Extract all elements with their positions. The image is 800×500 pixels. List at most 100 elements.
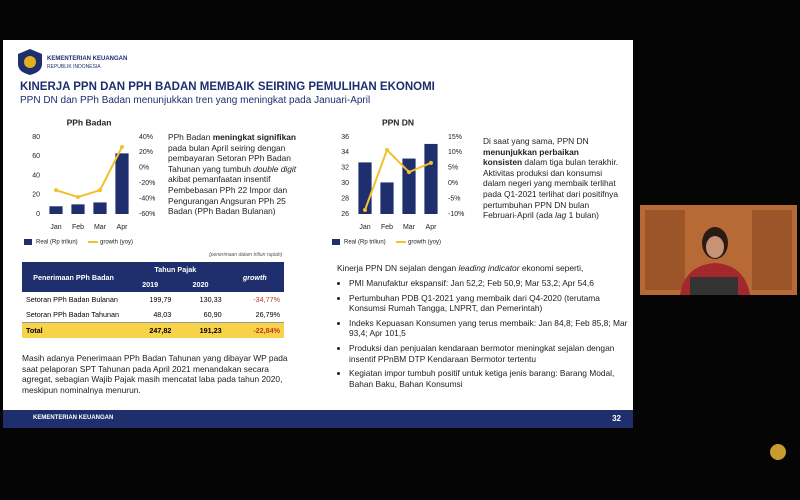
point (98, 188, 102, 193)
footer: KEMENTERIAN KEUANGAN 32 (3, 410, 633, 428)
y2-tick-label: 20% (139, 149, 153, 156)
text: Setoran PPh Badan Tahunan (26, 310, 119, 319)
x-tick-label: Mar (94, 224, 107, 231)
y-tick-label: 30 (341, 180, 349, 187)
y-tick-label: 20 (32, 192, 40, 199)
bar (115, 153, 129, 214)
text: pada bulan April seiring dengan pembayar… (168, 142, 291, 174)
y-tick-label: 40 (32, 172, 40, 179)
legend-swatch (24, 239, 32, 245)
legend-label: Real (Rp triliun) (36, 240, 78, 246)
text: 191,23 (199, 326, 222, 335)
text: leading indicator (458, 263, 520, 273)
text: Indeks Kepuasan Konsumen yang terus memb… (349, 318, 634, 339)
text: 247,82 (149, 326, 172, 335)
y2-tick-label: -20% (139, 180, 155, 187)
bar (71, 204, 85, 214)
point (407, 170, 411, 175)
text: akibat pemanfaatan insentif Pembebasan P… (168, 174, 288, 217)
footer-org: KEMENTERIAN KEUANGAN (33, 415, 114, 421)
text: Setoran PPh Badan Bulanan (26, 295, 118, 304)
text: -34,77% (253, 295, 280, 304)
y2-tick-label: -5% (448, 195, 460, 202)
point (120, 145, 124, 150)
bar (402, 158, 416, 214)
text: Total (26, 326, 43, 335)
point (54, 188, 58, 193)
chart-title: PPh Badan (67, 117, 112, 127)
text: 60,90 (203, 310, 222, 319)
text: meningkat signifikan (212, 132, 297, 142)
intro: Kinerja PPN DN sejalan dengan leading in… (337, 263, 627, 274)
paragraph: Masih adanya Penerimaan PPh Badan Tahuna… (22, 353, 288, 395)
bar (49, 206, 63, 214)
text: Kinerja PPN DN sejalan dengan (337, 263, 459, 273)
text: lag (555, 210, 567, 221)
bar (424, 143, 438, 214)
x-tick-label: Jan (359, 224, 370, 231)
text: 130,33 (199, 295, 222, 304)
point (429, 160, 433, 165)
chart-title: PPN DN (382, 117, 414, 127)
text: 2019 (125, 277, 176, 292)
title: KINERJA PPN DAN PPH BADAN MEMBAIK SEIRIN… (20, 81, 435, 93)
text: dalam tiga bulan terakhir. Aktivitas pro… (483, 157, 619, 221)
text: 1 bulan) (566, 210, 599, 221)
text: Pertumbuhan PDB Q1-2021 yang membaik dar… (349, 293, 634, 314)
point (363, 207, 367, 212)
y2-tick-label: 0% (448, 180, 458, 187)
bar (380, 182, 394, 214)
page-number: 32 (612, 414, 621, 423)
y2-tick-label: 40% (139, 134, 153, 141)
table-note: (penerimaan dalam triliun rupiah) (209, 252, 283, 258)
line (364, 148, 432, 211)
text: PMI Manufaktur ekspansif: Jan 52,2; Feb … (349, 278, 634, 289)
y-tick-label: 34 (341, 149, 349, 156)
y-tick-label: 80 (32, 134, 40, 141)
line (55, 146, 123, 199)
y2-tick-label: 10% (448, 149, 462, 156)
slide: KEMENTERIAN KEUANGAN REPUBLIK INDONESIA … (3, 40, 633, 428)
y-tick-label: 28 (341, 195, 349, 202)
y-tick-label: 60 (32, 153, 40, 160)
paragraph: Di saat yang sama, PPN DN menunjukkan pe… (483, 136, 618, 221)
y-tick-label: 36 (341, 134, 349, 141)
org: KEMENTERIAN KEUANGAN (47, 56, 128, 62)
y2-tick-label: -60% (139, 211, 155, 218)
legend-swatch (332, 239, 340, 245)
text: growth (225, 262, 284, 292)
legend-label: growth (yoy) (100, 240, 133, 246)
x-tick-label: Apr (426, 224, 438, 231)
x-tick-label: Apr (117, 224, 129, 231)
text: 48,03 (153, 310, 172, 319)
text: double digit (253, 163, 297, 174)
y2-tick-label: -10% (448, 211, 464, 218)
y-tick-label: 26 (341, 211, 349, 218)
x-tick-label: Mar (403, 224, 416, 231)
text: Produksi dan penjualan kendaraan bermoto… (349, 343, 634, 364)
y2-tick-label: 15% (448, 134, 462, 141)
y2-tick-label: -40% (139, 195, 155, 202)
legend-label: Real (Rp triliun) (344, 240, 386, 246)
chart: PPh Badan 0 20 40 60 80 -60% -40% -20% 0% 20% 40% Ja… (24, 117, 155, 246)
bar (93, 202, 107, 214)
text: 199,79 (149, 295, 172, 304)
text: ekonomi seperti, (519, 263, 584, 273)
y-tick-label: 0 (36, 211, 40, 218)
text: Penerimaan PPh Badan (22, 262, 125, 292)
x-tick-label: Feb (72, 224, 84, 231)
bar (358, 162, 372, 214)
chart: PPN DN 26 28 30 32 34 36 -10% -5% 0% 5% 10% 15% Jan Fe… (332, 117, 464, 246)
legend-label: growth (yoy) (408, 240, 441, 246)
logo (770, 444, 786, 460)
text: 2020 (175, 277, 226, 292)
table: Penerimaan PPh Badan Tahun Pajak growth 20… (22, 262, 284, 338)
x-tick-label: Jan (50, 224, 61, 231)
point (76, 195, 80, 200)
logo (18, 49, 42, 75)
point (385, 147, 389, 152)
x-tick-label: Feb (381, 224, 393, 231)
text: PPh Badan (168, 132, 213, 142)
paragraph: PPh Badan meningkat signifikan pada bula… (168, 132, 298, 217)
